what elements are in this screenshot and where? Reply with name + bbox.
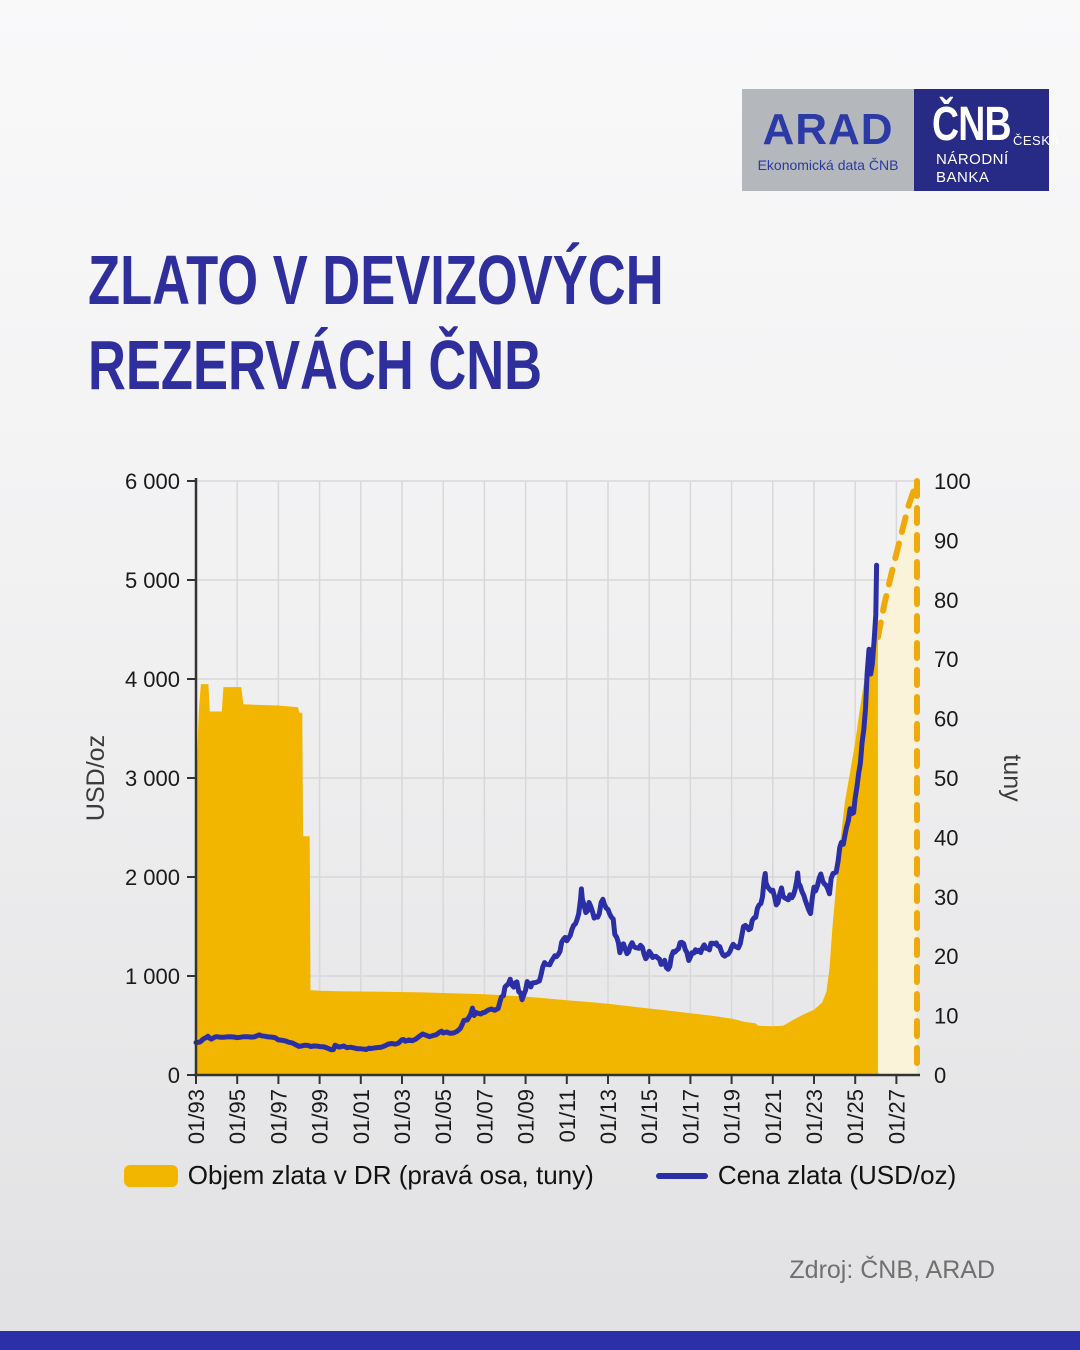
svg-text:40: 40 xyxy=(934,825,958,850)
svg-text:01/99: 01/99 xyxy=(308,1089,333,1144)
left-axis-title: USD/oz xyxy=(82,735,110,821)
arad-logo-subtitle: Ekonomická data ČNB xyxy=(757,156,899,173)
svg-text:6 000: 6 000 xyxy=(125,469,180,494)
svg-text:01/97: 01/97 xyxy=(266,1089,291,1144)
svg-text:01/25: 01/25 xyxy=(843,1089,868,1144)
arad-logo-text: ARAD xyxy=(762,104,894,154)
svg-text:2 000: 2 000 xyxy=(125,865,180,890)
cnb-logo-word-narodni: NÁRODNÍ xyxy=(936,151,1009,168)
svg-text:01/03: 01/03 xyxy=(390,1089,415,1144)
svg-text:80: 80 xyxy=(934,588,958,613)
svg-text:01/17: 01/17 xyxy=(678,1089,703,1144)
svg-text:60: 60 xyxy=(934,707,958,732)
source-note: Zdroj: ČNB, ARAD xyxy=(789,1256,995,1284)
svg-text:3 000: 3 000 xyxy=(125,766,180,791)
svg-text:0: 0 xyxy=(168,1063,180,1088)
svg-text:01/05: 01/05 xyxy=(431,1089,456,1144)
page-title-line1: ZLATO V DEVIZOVÝCH xyxy=(88,241,664,319)
svg-text:30: 30 xyxy=(934,885,958,910)
svg-text:01/21: 01/21 xyxy=(761,1089,786,1144)
right-axis-labels: 0 10 20 30 40 50 60 70 80 90 100 xyxy=(934,469,971,1088)
cnb-logo: ČNB ČESKÁ NÁRODNÍ BANKA xyxy=(914,89,1059,191)
reserves-swatch xyxy=(123,1164,178,1187)
axes xyxy=(187,478,920,1084)
reserves-projection-fill xyxy=(877,481,917,1075)
svg-text:01/09: 01/09 xyxy=(514,1089,539,1144)
svg-text:01/23: 01/23 xyxy=(802,1089,827,1144)
svg-text:0: 0 xyxy=(934,1063,946,1088)
legend-label-price: Cena zlata (USD/oz) xyxy=(717,1160,957,1190)
arad-logo: ARAD Ekonomická data ČNB xyxy=(742,89,914,191)
right-axis-title: tuny xyxy=(998,754,1026,802)
svg-text:1 000: 1 000 xyxy=(125,964,180,989)
footer-bar xyxy=(0,1331,1080,1350)
svg-text:01/13: 01/13 xyxy=(596,1089,621,1144)
svg-text:01/07: 01/07 xyxy=(472,1089,497,1144)
svg-text:4 000: 4 000 xyxy=(125,667,180,692)
chart-legend: Objem zlata v DR (pravá osa, tuny) Cena … xyxy=(90,1160,990,1191)
cnb-logo-word-banka: BANKA xyxy=(936,169,990,186)
left-axis-labels: 0 1 000 2 000 3 000 4 000 5 000 6 000 xyxy=(125,469,180,1088)
reserves-area xyxy=(197,637,878,1075)
gold-price-line xyxy=(193,562,880,1053)
price-swatch xyxy=(655,1172,708,1179)
svg-text:50: 50 xyxy=(934,766,958,791)
legend-item-price: Cena zlata (USD/oz) xyxy=(655,1160,957,1191)
page-title-line2: REZERVÁCH ČNB xyxy=(88,326,543,404)
x-axis-labels: 01/93 01/95 01/97 01/99 01/01 01/03 01/05 01/07… xyxy=(184,1089,909,1144)
svg-text:100: 100 xyxy=(934,469,971,494)
brand-logos: ARAD Ekonomická data ČNB ČNB ČESKÁ NÁROD… xyxy=(742,89,1059,191)
svg-text:01/01: 01/01 xyxy=(349,1089,374,1144)
legend-label-reserves: Objem zlata v DR (pravá osa, tuny) xyxy=(187,1160,594,1190)
reserves-projection-dashed-line xyxy=(874,478,920,641)
svg-text:01/27: 01/27 xyxy=(884,1089,909,1144)
cnb-logo-word-ceska: ČESKÁ xyxy=(1013,133,1060,148)
svg-text:70: 70 xyxy=(934,647,958,672)
svg-text:01/11: 01/11 xyxy=(555,1089,580,1142)
svg-text:01/15: 01/15 xyxy=(637,1089,662,1144)
cnb-logo-acronym: ČNB xyxy=(932,98,1012,151)
svg-text:20: 20 xyxy=(934,944,958,969)
svg-text:01/95: 01/95 xyxy=(225,1089,250,1144)
legend-item-reserves: Objem zlata v DR (pravá osa, tuny) xyxy=(123,1160,594,1191)
svg-text:01/93: 01/93 xyxy=(184,1089,209,1144)
svg-text:5 000: 5 000 xyxy=(125,568,180,593)
svg-text:01/19: 01/19 xyxy=(720,1089,745,1144)
svg-text:90: 90 xyxy=(934,528,958,553)
svg-text:10: 10 xyxy=(934,1004,958,1029)
page-title: ZLATO V DEVIZOVÝCH REZERVÁCH ČNB xyxy=(88,238,855,408)
